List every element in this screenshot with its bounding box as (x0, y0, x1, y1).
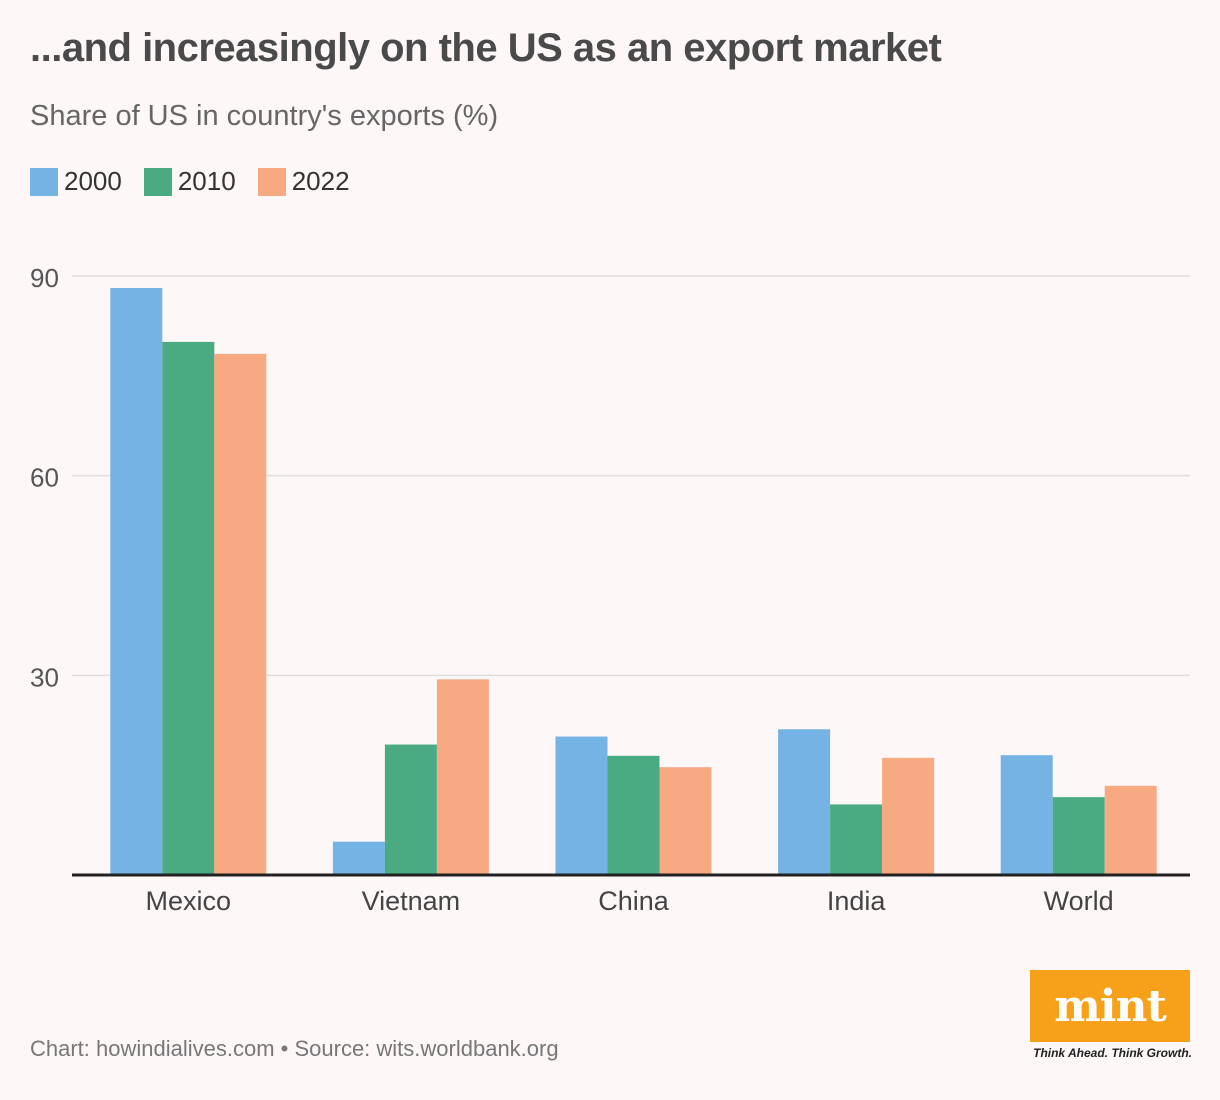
bar-world-2000 (1000, 755, 1053, 875)
bar-china-2010 (607, 755, 660, 875)
chart-title: ...and increasingly on the US as an expo… (30, 26, 942, 70)
x-tick-label: World (1044, 886, 1114, 916)
chart-subtitle: Share of US in country's exports (%) (30, 100, 499, 132)
bar-world-2010 (1052, 797, 1105, 875)
legend-swatch-2010 (143, 167, 172, 196)
bar-mexico-2000 (110, 287, 163, 876)
legend-swatch-2022 (257, 167, 286, 196)
y-tick-label: 60 (30, 463, 59, 493)
x-tick-label: Mexico (146, 886, 232, 916)
legend-label-2000: 2000 (64, 166, 122, 196)
logo-text: mint (1054, 980, 1167, 1032)
x-tick-label: India (827, 886, 887, 916)
bar-china-2022 (659, 767, 712, 875)
bar-vietnam-2022 (436, 679, 489, 875)
bar-india-2000 (778, 729, 831, 875)
mint-logo: mint (1030, 970, 1190, 1042)
logo-tagline: Think Ahead. Think Growth. (1033, 1046, 1192, 1060)
x-tick-label: Vietnam (362, 886, 461, 916)
legend: 2000 2010 2022 (30, 166, 350, 197)
bar-mexico-2010 (162, 341, 215, 875)
y-tick-label: 30 (30, 662, 59, 692)
legend-label-2010: 2010 (177, 166, 236, 196)
x-tick-label: China (598, 886, 670, 916)
bar-world-2022 (1104, 785, 1157, 875)
bar-mexico-2022 (214, 353, 267, 875)
bar-chart: 30 60 90 Mexico Vietnam China India World (30, 263, 1190, 916)
legend-item-2000: 2000 (30, 166, 122, 197)
legend-swatch-2000 (30, 167, 58, 196)
bar-india-2022 (882, 757, 935, 875)
legend-item-2010: 2010 (143, 166, 236, 197)
bar-china-2000 (555, 736, 608, 875)
legend-label-2022: 2022 (291, 166, 350, 196)
source-credit: Chart: howindialives.com • Source: wits.… (30, 1036, 559, 1061)
bar-vietnam-2010 (384, 744, 437, 875)
legend-item-2022: 2022 (257, 166, 350, 197)
y-tick-label: 90 (30, 263, 59, 293)
bar-vietnam-2000 (332, 841, 385, 875)
bar-india-2010 (830, 804, 883, 875)
